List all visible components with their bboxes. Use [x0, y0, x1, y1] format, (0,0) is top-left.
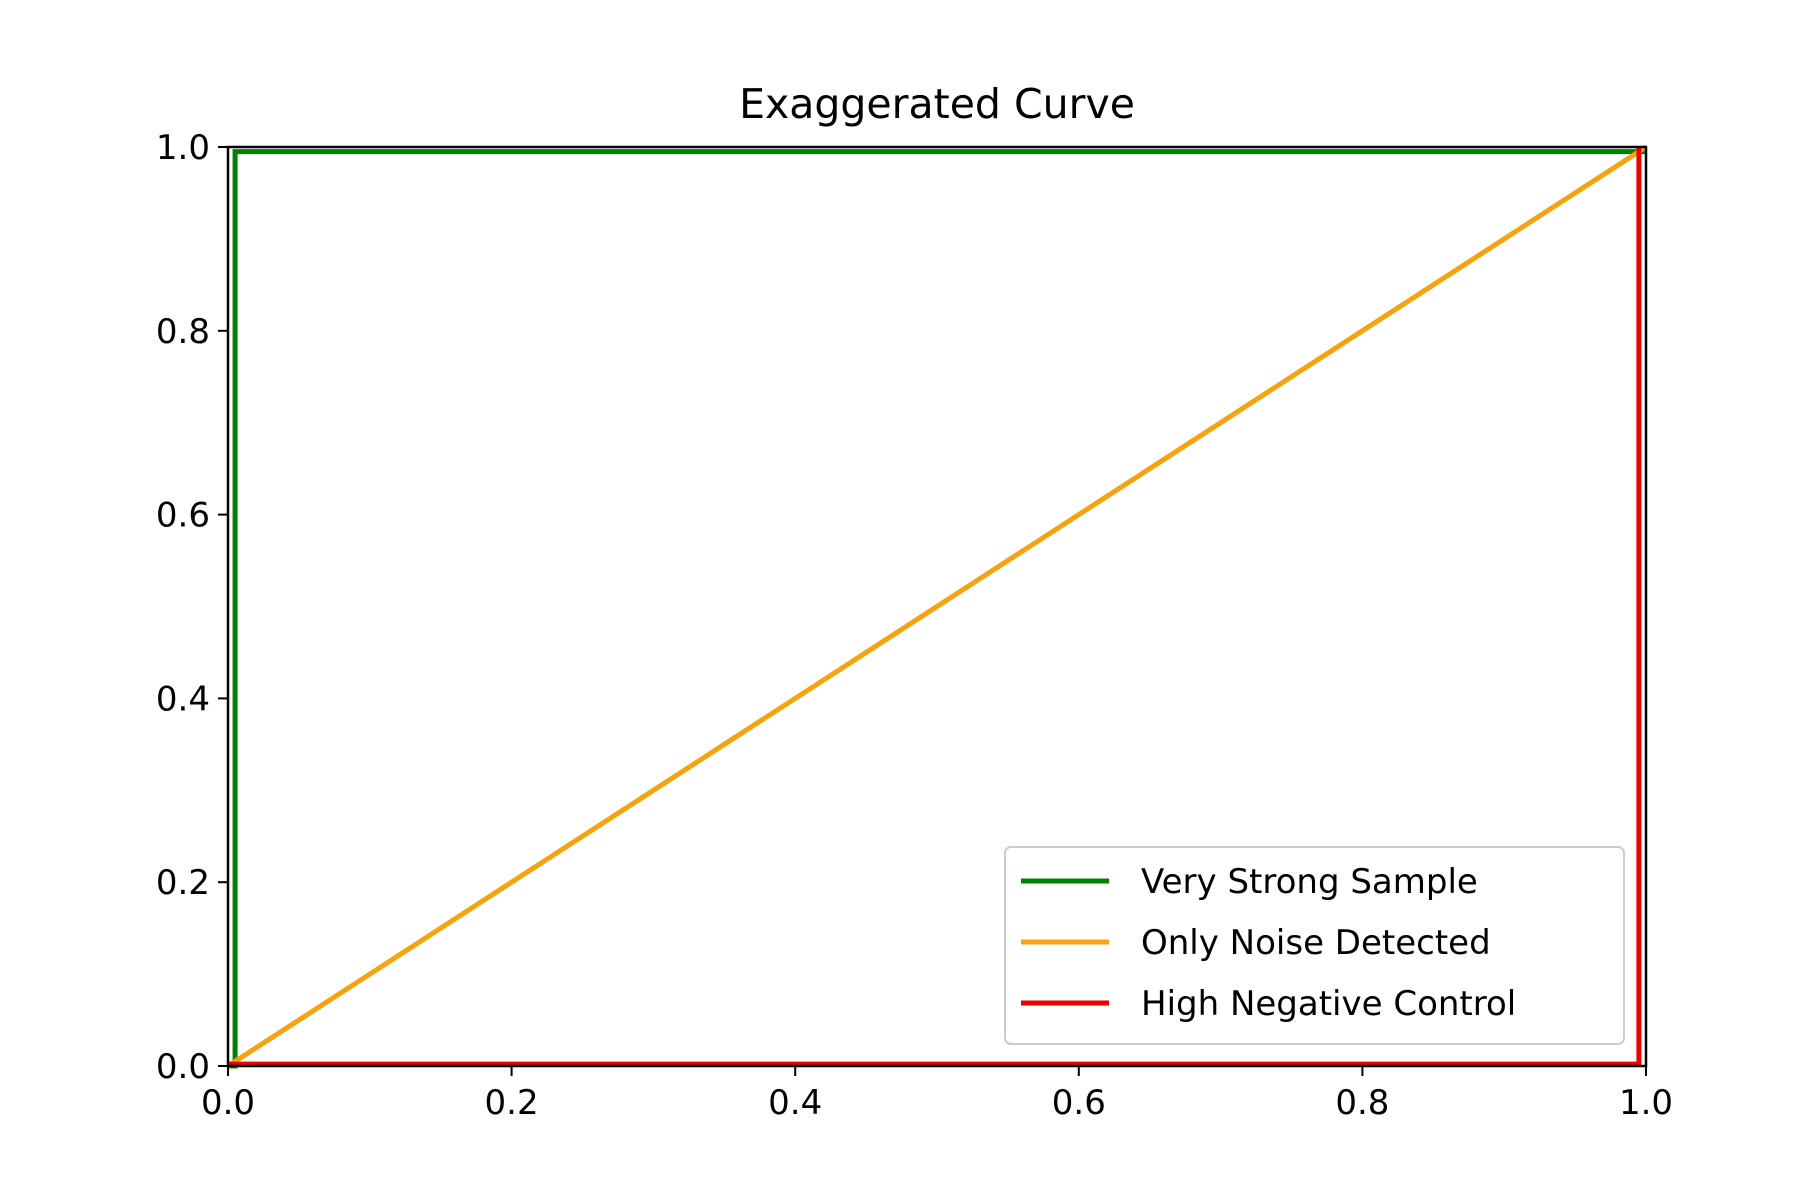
x-tick-label: 0.4	[768, 1083, 822, 1123]
chart-title: Exaggerated Curve	[739, 80, 1135, 128]
legend-label: Only Noise Detected	[1141, 923, 1491, 963]
x-tick-label: 0.2	[485, 1083, 539, 1123]
y-axis: 0.0 0.2 0.4 0.6 0.8 1.0	[156, 128, 228, 1087]
y-tick-label: 0.2	[156, 863, 210, 903]
y-tick-label: 0.4	[156, 679, 210, 719]
series-line-3	[228, 147, 1642, 1067]
x-tick-label: 0.6	[1052, 1083, 1106, 1123]
legend-label: Very Strong Sample	[1141, 862, 1478, 902]
x-tick-label: 0.8	[1335, 1083, 1389, 1123]
y-tick-label: 0.6	[156, 496, 210, 536]
legend: Very Strong Sample Only Noise Detected Hig…	[1004, 846, 1625, 1045]
y-tick-label: 1.0	[156, 128, 210, 168]
x-axis: 0.0 0.2 0.4 0.6 0.8 1.0	[201, 1066, 1673, 1123]
x-tick-label: 1.0	[1619, 1083, 1673, 1123]
y-tick-label: 0.8	[156, 312, 210, 352]
plot-frame	[226, 145, 1648, 1068]
y-tick-label: 0.0	[156, 1047, 210, 1087]
x-tick-label: 0.0	[201, 1083, 255, 1123]
legend-label: High Negative Control	[1141, 984, 1516, 1024]
legend-box	[1004, 846, 1625, 1045]
series-line-2	[226, 144, 1648, 1069]
